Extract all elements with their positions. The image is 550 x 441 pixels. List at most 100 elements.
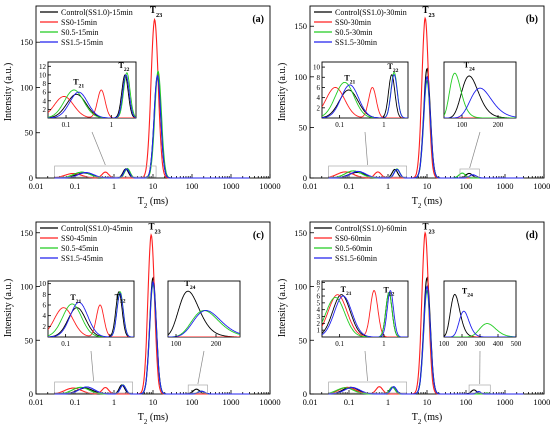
x-tick-label: 1 xyxy=(386,181,390,191)
inset-y-tick-label: 1 xyxy=(317,327,321,335)
panel-label: (d) xyxy=(526,230,538,241)
zoom-pointer xyxy=(91,351,94,381)
series-line xyxy=(55,282,250,394)
legend-entry: Control(SS1.0)-30min xyxy=(335,8,407,17)
legend-entry: SS1.5-60min xyxy=(335,254,377,263)
peak-label-t23: T23 xyxy=(422,5,434,18)
inset-peak-label: T21 xyxy=(73,77,84,89)
x-tick-label: 0.1 xyxy=(344,397,355,407)
legend-entry: SS1.5-15min xyxy=(61,38,103,47)
legend-entry: Control(SS1.0)-45min xyxy=(61,224,133,233)
x-tick-label: 100 xyxy=(460,181,473,191)
inset-x-tick-label: 200 xyxy=(457,340,468,348)
inset-x-tick-label: 500 xyxy=(511,340,522,348)
legend-entry: SS1.5-30min xyxy=(335,38,377,47)
inset-x-tick-label: 0.1 xyxy=(61,340,70,348)
inset-y-tick-label: 2 xyxy=(317,320,321,328)
inset-y-tick-label: 7 xyxy=(317,286,321,294)
inset-x-tick-label: 200 xyxy=(493,121,504,129)
legend-entry: SS1.5-45min xyxy=(61,254,103,263)
x-tick-label: 10 xyxy=(149,181,158,191)
y-tick-label: 0 xyxy=(303,389,307,399)
inset-peak-label: T24 xyxy=(462,286,473,298)
y-tick-label: 100 xyxy=(294,72,307,82)
inset-y-tick-label: 5 xyxy=(317,299,321,307)
inset-frame xyxy=(444,62,516,118)
inset-y-tick-label: 4 xyxy=(43,312,47,320)
inset-x-tick-label: 1 xyxy=(382,121,386,129)
inset-y-tick-label: 2 xyxy=(317,104,321,112)
inset-y-tick-label: 8 xyxy=(317,279,321,287)
series-line xyxy=(55,76,250,178)
inset-x-tick-label: 100 xyxy=(457,121,468,129)
panel-label: (b) xyxy=(526,14,538,25)
inset-x-tick-label: 400 xyxy=(493,340,504,348)
inset-x-tick-label: 100 xyxy=(439,340,450,348)
x-tick-label: 1000 xyxy=(497,181,514,191)
inset-peak-label: T21 xyxy=(70,293,81,305)
zoom-pointer xyxy=(365,351,368,381)
x-tick-label: 1000 xyxy=(497,397,514,407)
zoom-pointer xyxy=(365,132,368,165)
x-tick-label: 10000 xyxy=(259,397,280,407)
y-tick-label: 150 xyxy=(294,228,307,238)
inset-y-tick-label: 4 xyxy=(317,94,321,102)
panel-label: (a) xyxy=(252,14,264,25)
inset-y-tick-label: 10 xyxy=(39,71,47,79)
x-tick-label: 10 xyxy=(423,181,432,191)
zoom-pointer xyxy=(92,132,105,165)
x-tick-label: 0.1 xyxy=(70,397,81,407)
y-tick-label: 100 xyxy=(20,282,33,292)
x-tick-label: 0.1 xyxy=(70,181,81,191)
inset-series-line xyxy=(322,293,408,337)
inset-x-tick-label: 0.1 xyxy=(335,340,344,348)
x-axis-title: T2 (ms) xyxy=(412,196,442,210)
x-tick-label: 1000 xyxy=(223,181,240,191)
inset-x-tick-label: 300 xyxy=(475,340,486,348)
inset-x-tick-label: 0.1 xyxy=(335,121,344,129)
inset-peak-label: T22 xyxy=(387,62,398,74)
x-tick-label: 100 xyxy=(186,397,199,407)
x-tick-label: 100 xyxy=(186,181,199,191)
legend-entry: Control(SS1.0)-15min xyxy=(61,8,133,17)
inset-y-tick-label: 8 xyxy=(43,291,47,299)
inset-long-t2: 100 200 300 400 500 T24 xyxy=(439,281,522,348)
inset-y-tick-label: 6 xyxy=(43,302,47,310)
inset-y-tick-label: 4 xyxy=(317,306,321,314)
inset-x-tick-label: 100 xyxy=(171,340,182,348)
x-tick-label: 1 xyxy=(112,181,116,191)
zoom-pointer xyxy=(470,132,480,168)
x-axis-title: T2 (ms) xyxy=(412,412,442,426)
inset-x-tick-label: 0.1 xyxy=(62,121,71,129)
x-tick-label: 10000 xyxy=(533,397,550,407)
inset-series-line xyxy=(168,311,240,338)
inset-x-tick-label: 1 xyxy=(108,340,112,348)
peak-label-t23: T23 xyxy=(148,222,160,236)
y-tick-label: 0 xyxy=(29,173,33,183)
legend-entry: S0.5-60min xyxy=(335,244,373,253)
inset-series-line xyxy=(168,311,240,338)
inset-x-tick-label: 1 xyxy=(110,121,114,129)
x-tick-label: 0.1 xyxy=(344,181,355,191)
legend-entry: S0.5-15min xyxy=(61,28,99,37)
y-tick-label: 0 xyxy=(29,389,33,399)
inset-y-tick-label: 6 xyxy=(43,89,47,97)
y-tick-label: 100 xyxy=(294,282,307,292)
x-tick-label: 10000 xyxy=(259,181,280,191)
inset-series-line xyxy=(444,76,516,118)
y-tick-label: 100 xyxy=(20,82,33,92)
inset-peak-label: T22 xyxy=(119,61,130,73)
legend-entry: SS0-60min xyxy=(335,234,371,243)
y-tick-label: 150 xyxy=(20,228,33,238)
inset-x-tick-label: 200 xyxy=(211,340,222,348)
series-line xyxy=(55,278,250,394)
inset-y-tick-label: 8 xyxy=(317,74,321,82)
x-tick-label: 1000 xyxy=(223,397,240,407)
